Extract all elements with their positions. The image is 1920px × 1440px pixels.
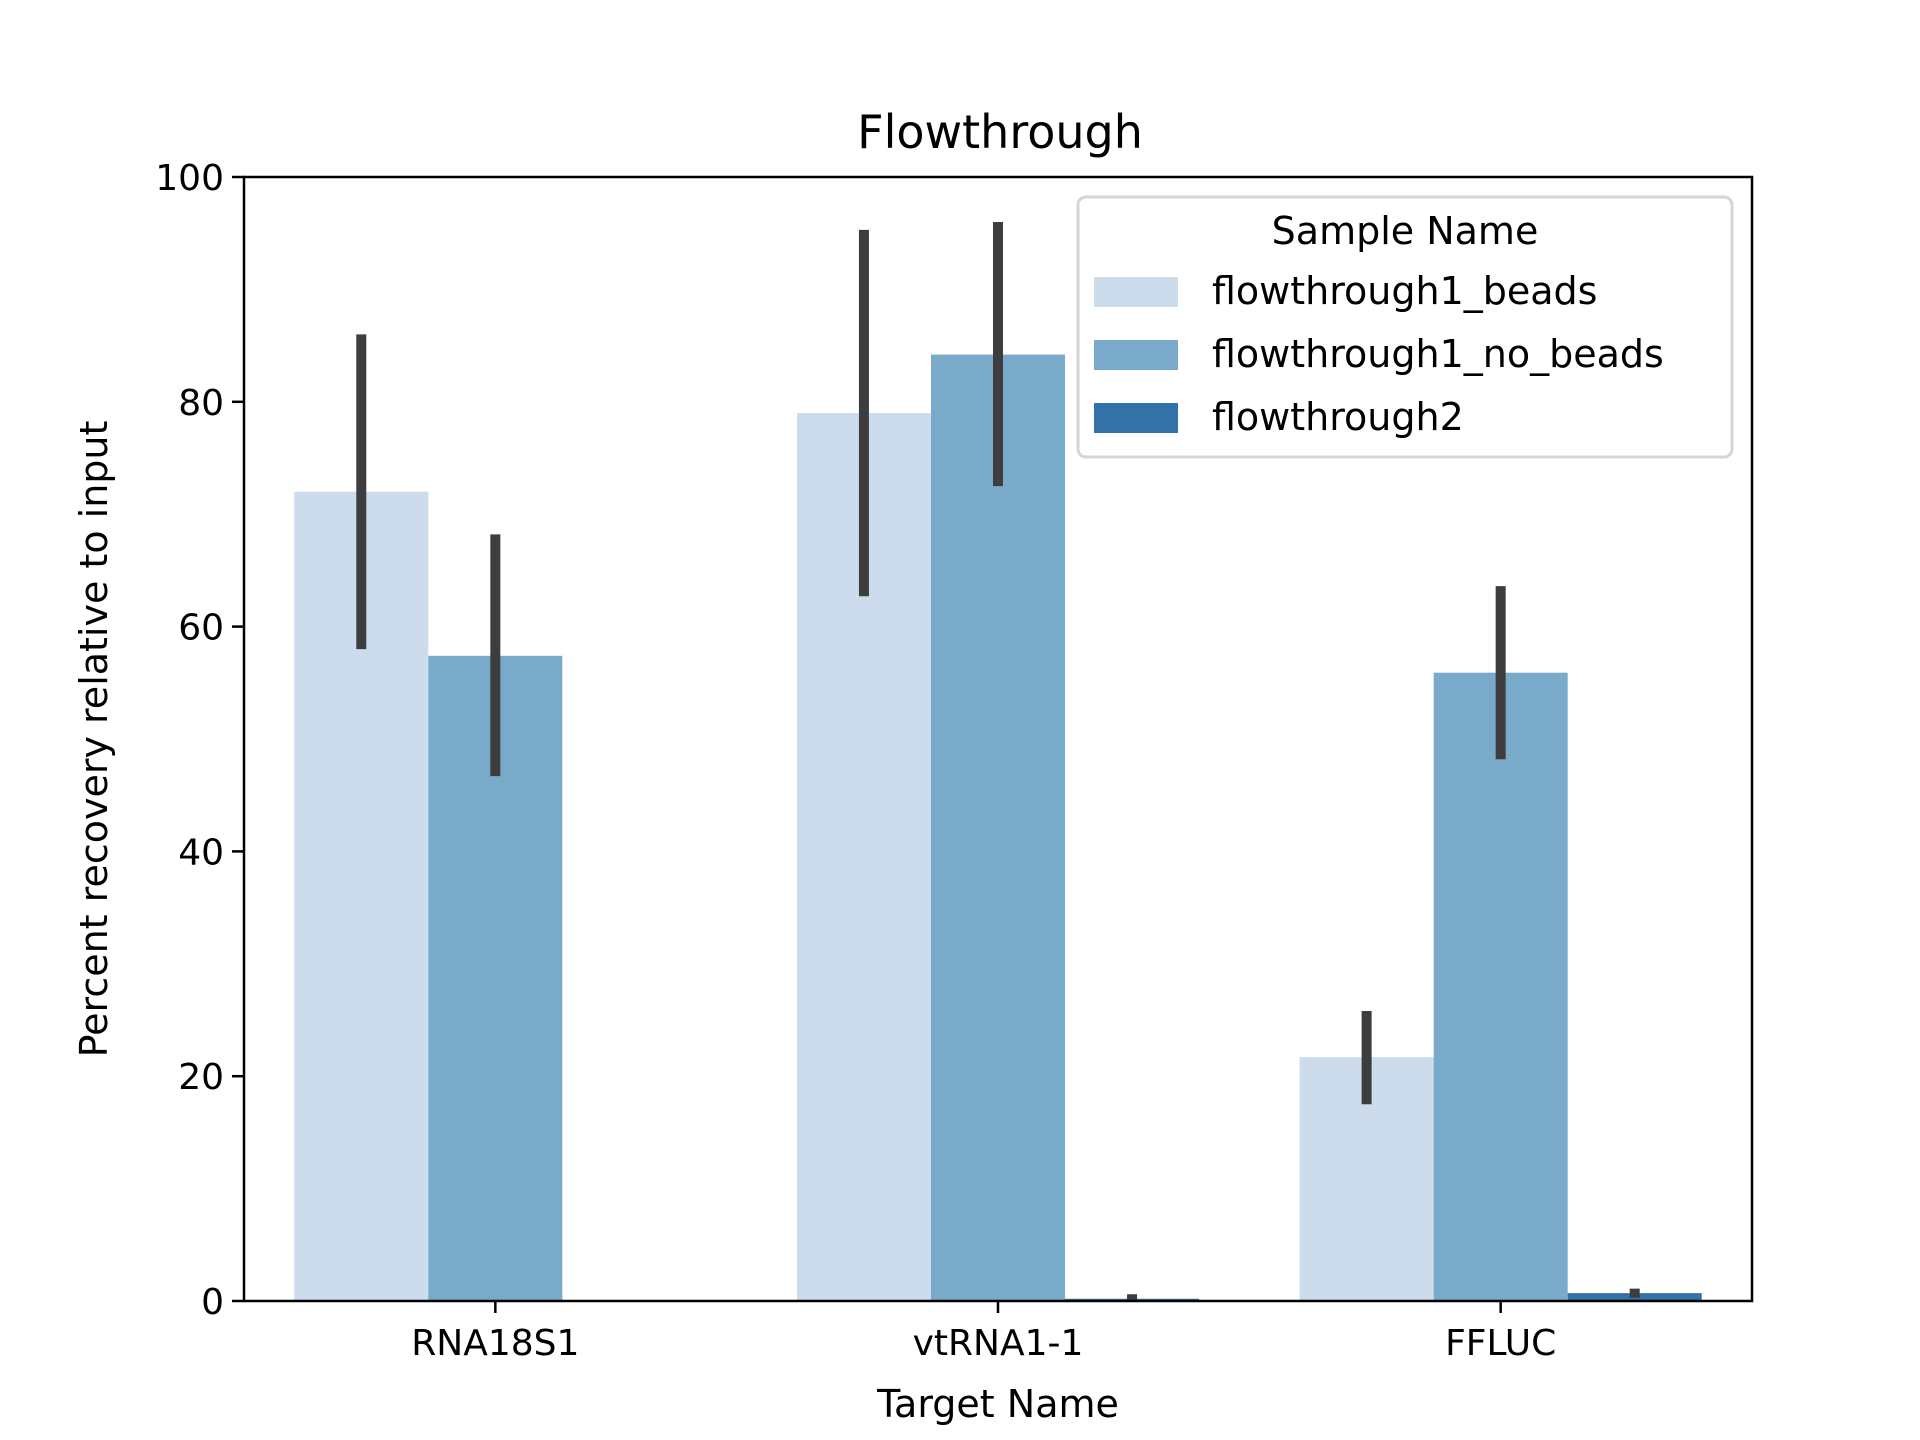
- x-tick-label: FFLUC: [1445, 1323, 1556, 1364]
- y-tick-label: 0: [201, 1282, 224, 1323]
- chart-title: Flowthrough: [857, 105, 1143, 159]
- legend: Sample Name flowthrough1_beadsflowthroug…: [1076, 195, 1734, 459]
- x-axis-title: Target Name: [876, 1382, 1119, 1426]
- legend-box: [1076, 195, 1734, 459]
- x-axis: RNA18S1 vtRNA1-1 FFLUC: [411, 1301, 1556, 1364]
- legend-items: flowthrough1_beads flowthrough1_no_beadsf…: [1094, 269, 1664, 439]
- legend-title: Sample Name: [1272, 209, 1539, 253]
- y-axis: 0 20 40 60 80 100: [155, 158, 244, 1323]
- legend-swatch: [1094, 403, 1178, 433]
- x-tick-label: RNA18S1: [411, 1323, 579, 1364]
- y-tick-label: 100: [155, 158, 224, 199]
- legend-swatch: [1094, 340, 1178, 370]
- error-bars-layer: [356, 221, 1640, 1301]
- y-tick-label: 20: [178, 1057, 224, 1098]
- legend-label: flowthrough1_no_beads: [1212, 332, 1664, 376]
- legend-label: flowthrough1_beads: [1212, 269, 1597, 313]
- y-axis-title: Percent recovery relative to input: [72, 421, 116, 1058]
- x-tick-label: vtRNA1-1: [913, 1323, 1084, 1364]
- y-tick-label: 80: [178, 383, 224, 424]
- bar-flowthrough1_no_beads-FFLUC: [1433, 672, 1568, 1301]
- legend-label: flowthrough2: [1212, 395, 1464, 439]
- y-tick-label: 60: [178, 608, 224, 649]
- y-tick-label: 40: [178, 832, 224, 873]
- legend-swatch: [1094, 277, 1178, 307]
- bar-flowthrough1_no_beads-vtRNA1-1: [930, 354, 1066, 1301]
- bars-layer: [294, 354, 1702, 1302]
